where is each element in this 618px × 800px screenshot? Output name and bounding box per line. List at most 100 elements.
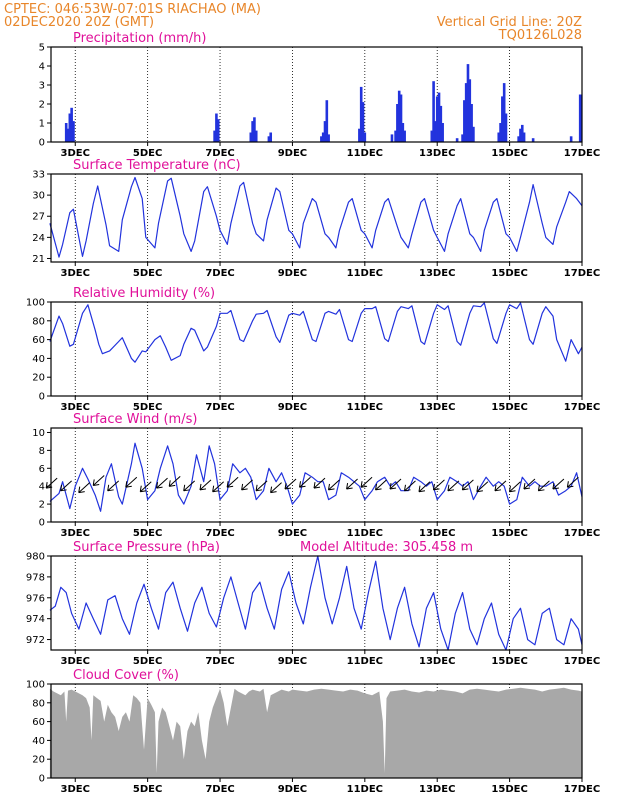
precip-bar (463, 100, 466, 142)
precip-bar (472, 126, 475, 142)
precip-bar (497, 132, 501, 142)
pressure-x-tick-label: 17DEC (564, 656, 600, 667)
wind-vector (226, 476, 239, 488)
wind-vector-head (375, 483, 382, 491)
precip-bar (361, 102, 365, 142)
pressure-x-tick-label: 15DEC (491, 656, 527, 667)
wind-x-tick-label: 3DEC (61, 528, 90, 539)
wind-vector (212, 481, 224, 493)
cloud-x-tick-label: 11DEC (347, 784, 383, 795)
precip-bar (68, 113, 72, 142)
wind-vector-head (552, 482, 559, 490)
rh-x-tick-label: 13DEC (419, 402, 455, 413)
wind-title: Surface Wind (m/s) (73, 412, 197, 427)
wind-vector (433, 479, 445, 491)
precip-bar (434, 121, 437, 142)
cloud-y-tick-label: 0 (39, 774, 45, 785)
wind-vector-head (432, 483, 440, 491)
precip-bar (396, 104, 399, 142)
temp-y-tick-label: 33 (32, 170, 45, 181)
rh-frame (50, 301, 583, 397)
wind-vector-head (107, 484, 114, 492)
wind-vector-head (327, 483, 335, 491)
wind-x-tick-label: 17DEC (564, 528, 600, 539)
precip-bar (253, 117, 256, 142)
cloud-title: Cloud Cover (%) (73, 668, 179, 683)
wind-vector (389, 478, 402, 490)
wind-vector-head (226, 481, 234, 488)
cloud-frame (50, 683, 583, 779)
precip-panel: Precipitation (mm/h) 0 1 2 3 4 5 3DEC 5DEC 7DEC 9D… (39, 31, 601, 159)
wind-vector-head (476, 485, 483, 493)
precip-bar (401, 123, 405, 142)
wind-vector (107, 480, 120, 492)
precip-bar (394, 130, 397, 142)
precip-bar (531, 138, 535, 142)
wind-vector (476, 481, 489, 493)
pressure-x-tick-label: 7DEC (205, 656, 234, 667)
wind-vector (241, 479, 253, 491)
precip-bar (325, 100, 329, 142)
wind-y-tick-label: 2 (39, 500, 45, 511)
precip-bar (522, 132, 526, 142)
wind-vector (199, 479, 212, 491)
wind-x-tick-label: 15DEC (491, 528, 527, 539)
precip-x-tick-label: 3DEC (61, 148, 90, 159)
cloud-x-tick-label: 13DEC (419, 784, 455, 795)
precip-bar (323, 121, 327, 142)
wind-vector-head (199, 483, 207, 491)
precip-bar (578, 94, 582, 142)
wind-x-tick-label: 11DEC (347, 528, 383, 539)
precip-bar (64, 123, 68, 142)
temp-y-tick-label: 27 (32, 212, 45, 223)
wind-vector (284, 478, 297, 490)
wind-vector (183, 480, 196, 492)
wind-vector (404, 480, 416, 492)
temp-frame (50, 173, 583, 263)
pressure-annotation: Model Altitude: 305.458 m (300, 540, 473, 555)
precip-x-tick-label: 5DEC (133, 148, 162, 159)
precip-bar (569, 136, 573, 142)
precip-bar (399, 94, 403, 142)
wind-vector-head (78, 486, 85, 494)
precip-frame (50, 46, 583, 143)
wind-line (49, 442, 583, 512)
wind-vector-head (360, 481, 368, 488)
wind-y-tick-label: 0 (39, 518, 45, 529)
rh-x-tick-label: 11DEC (347, 402, 383, 413)
temp-x-tick-label: 7DEC (205, 268, 234, 279)
rh-y-tick-label: 100 (26, 298, 45, 309)
rh-title: Relative Humidity (%) (73, 286, 215, 301)
precip-bar (390, 134, 394, 142)
precip-bar (216, 119, 220, 142)
temp-x-tick-label: 9DEC (278, 268, 307, 279)
temp-x-tick-label: 3DEC (61, 268, 90, 279)
temp-x-tick-label: 17DEC (564, 268, 600, 279)
wind-panel: Surface Wind (m/s) 0 2 4 6 8 10 3DEC 5DEC 7DEC 9DE… (32, 412, 600, 539)
wind-vector-head (389, 482, 397, 490)
pressure-x-tick-label: 5DEC (133, 656, 162, 667)
wind-vector (523, 478, 536, 490)
wind-vector-head (447, 484, 455, 492)
date-header: 02DEC2020 20Z (GMT) (4, 15, 154, 30)
wind-vector (567, 476, 579, 488)
temp-line (49, 176, 583, 258)
rh-x-tick-label: 15DEC (491, 402, 527, 413)
precip-bar (466, 64, 470, 142)
wind-vector-head (60, 484, 67, 492)
wind-vector (255, 480, 268, 492)
cloud-x-tick-label: 15DEC (491, 784, 527, 795)
wind-vector-head (183, 484, 190, 492)
precip-bar (66, 128, 70, 142)
station-header: CPTEC: 046:53W-07:01S RIACHAO (MA) (4, 2, 261, 17)
wind-vector (270, 482, 282, 493)
precip-bar (520, 124, 524, 142)
precip-bar (455, 138, 459, 142)
precip-x-tick-label: 7DEC (205, 148, 234, 159)
precip-bar (441, 123, 444, 142)
precip-bar (437, 92, 441, 142)
cloud-y-tick-label: 100 (26, 680, 45, 691)
wind-vector (168, 475, 181, 487)
precip-bar (358, 128, 361, 142)
